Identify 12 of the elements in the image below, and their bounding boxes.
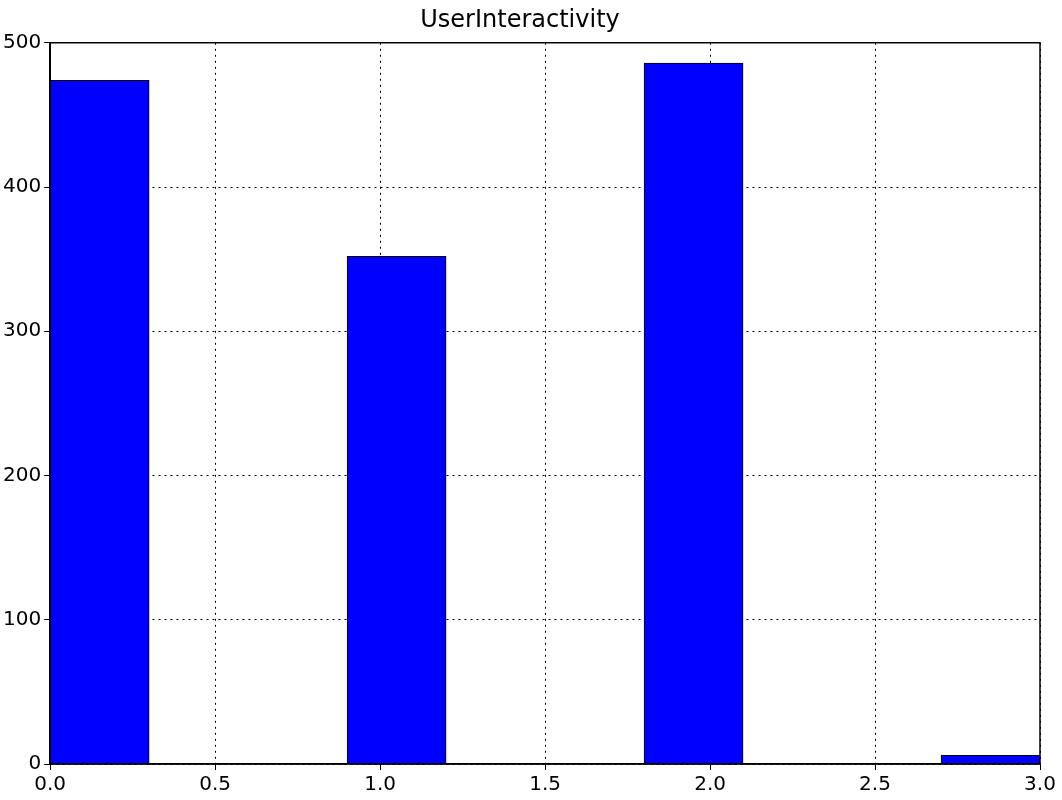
chart-title: UserInteractivity: [420, 4, 620, 33]
x-tick-label: 1.5: [529, 771, 561, 796]
y-tick-label: 100: [2, 605, 42, 630]
y-tick-label: 300: [2, 317, 42, 342]
x-tick-label: 2.5: [859, 771, 891, 796]
x-tick-label: 3.0: [1024, 771, 1056, 796]
y-tick-label: 400: [2, 173, 42, 198]
x-tick-label: 1.0: [364, 771, 397, 796]
y-tick-label: 500: [2, 29, 42, 53]
y-tick-label: 200: [2, 461, 42, 486]
x-tick-label: 2.0: [694, 771, 726, 796]
x-tick-label: 0.5: [199, 771, 232, 796]
